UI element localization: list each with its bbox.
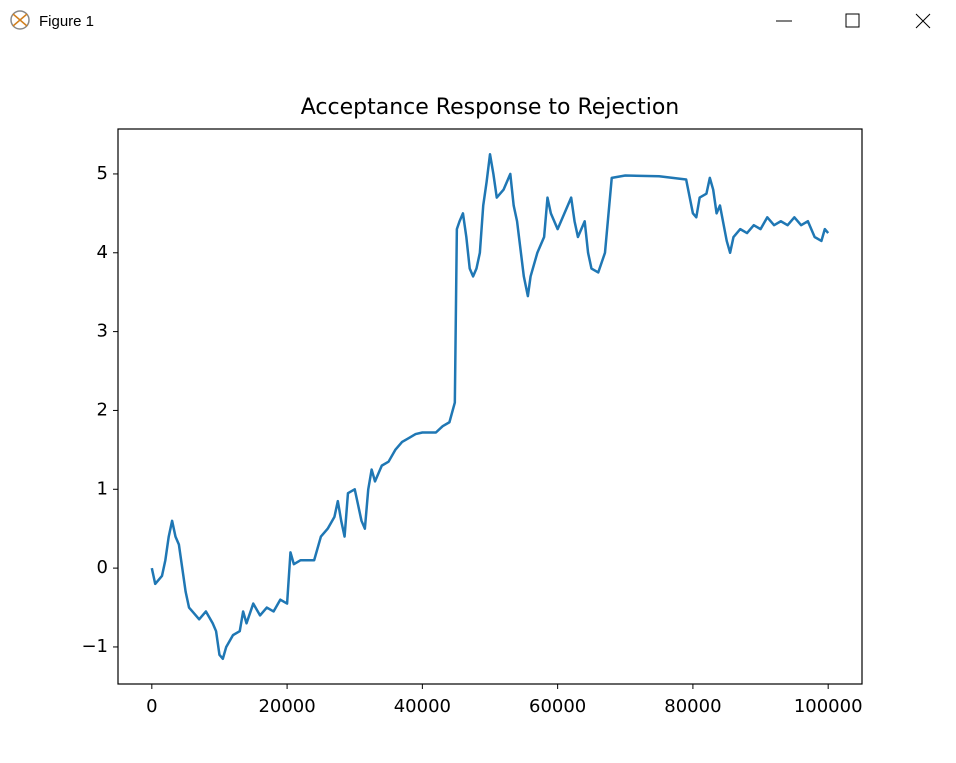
x-tick-label: 100000 [794, 696, 863, 717]
y-tick-label: 2 [97, 399, 108, 420]
y-tick-label: 1 [97, 478, 108, 499]
x-tick-label: 60000 [529, 696, 586, 717]
y-tick-label: 5 [97, 163, 108, 184]
y-tick-label: −1 [81, 636, 108, 657]
y-tick-label: 3 [97, 321, 108, 342]
chart-title: Acceptance Response to Rejection [301, 95, 679, 120]
x-tick-label: 40000 [394, 696, 451, 717]
data-line [150, 152, 830, 661]
close-button[interactable] [915, 13, 931, 29]
plot: 0 20000 40000 60000 80000 100000 −1 0 1 2 3 4 5 [81, 152, 863, 717]
app-icon-mark [12, 13, 28, 27]
y-tick-label: 4 [97, 242, 108, 263]
y-tick-label: 0 [97, 557, 108, 578]
maximize-button[interactable] [845, 13, 860, 28]
x-tick-label: 20000 [258, 696, 315, 717]
window-title: Figure 1 [39, 13, 94, 30]
app-icon [10, 10, 30, 30]
x-tick-label: 0 [146, 696, 157, 717]
axes-frame [117, 128, 863, 685]
x-tick-label: 80000 [664, 696, 721, 717]
